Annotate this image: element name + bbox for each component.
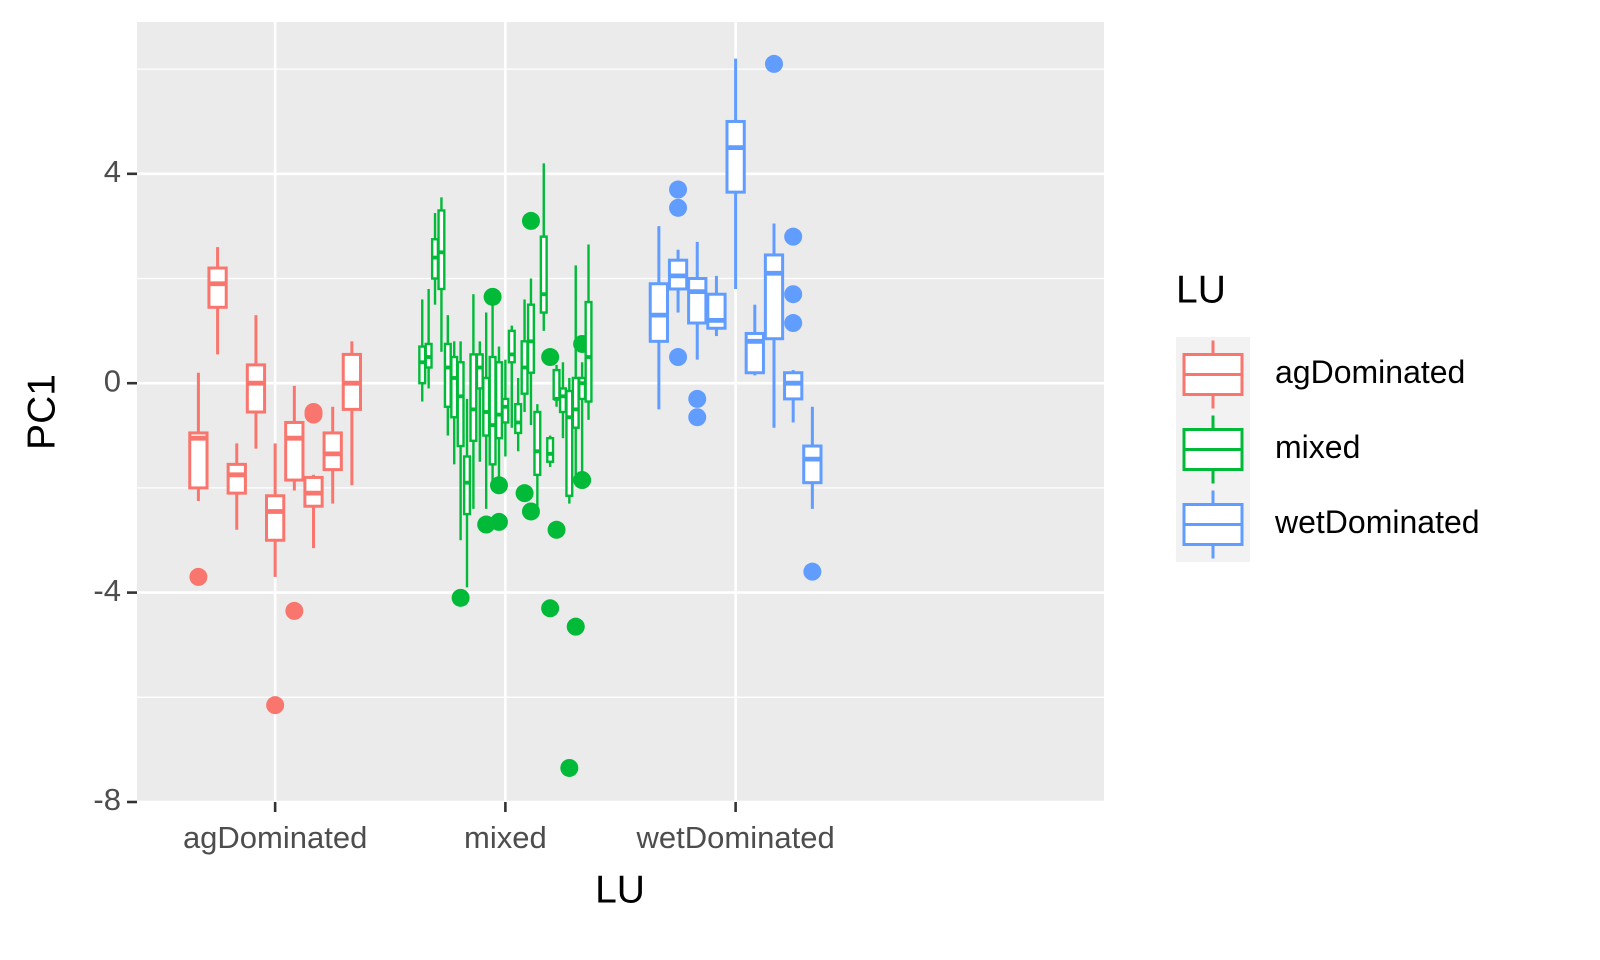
box (565, 389, 574, 497)
panel-background (137, 22, 1104, 802)
box (507, 329, 516, 364)
box (578, 376, 587, 401)
box (443, 342, 452, 408)
outlier (521, 211, 540, 230)
box (706, 292, 727, 330)
legend-title: LU (1176, 268, 1226, 311)
box (501, 397, 510, 424)
outlier (573, 471, 592, 490)
outlier (483, 287, 502, 306)
outlier (688, 408, 707, 427)
outlier (803, 562, 822, 581)
box (456, 361, 465, 448)
y-tick-label: 4 (104, 154, 121, 189)
box (245, 363, 267, 414)
box (763, 253, 785, 341)
outlier (189, 567, 208, 586)
outlier (566, 617, 585, 636)
legend-label: wetDominated (1274, 504, 1480, 540)
box (284, 420, 305, 482)
outlier (266, 696, 285, 715)
box (207, 266, 228, 309)
box (265, 494, 286, 542)
box (418, 345, 427, 385)
box (802, 444, 823, 485)
box (687, 277, 708, 325)
box (226, 462, 247, 495)
y-axis-title: PC1 (20, 374, 63, 450)
box (552, 368, 561, 401)
box (648, 282, 670, 343)
box (322, 431, 343, 472)
box (437, 209, 446, 291)
outlier (669, 198, 688, 217)
y-tick-label: -8 (93, 782, 121, 817)
box (494, 361, 504, 440)
box (546, 436, 555, 463)
outlier (521, 502, 540, 521)
box (475, 353, 484, 390)
outlier (489, 512, 508, 531)
outlier (541, 348, 560, 367)
box (482, 376, 491, 437)
outlier (515, 484, 534, 503)
outlier (304, 405, 323, 424)
legend-label: mixed (1275, 429, 1360, 465)
outlier (784, 285, 803, 304)
outlier (784, 314, 803, 333)
box (469, 353, 478, 442)
box (188, 431, 209, 490)
outlier (451, 588, 470, 607)
outlier (784, 227, 803, 246)
outlier (489, 476, 508, 495)
box (450, 355, 459, 419)
outlier (669, 180, 688, 199)
box (526, 303, 536, 374)
box (783, 371, 804, 401)
plot-marks (188, 54, 823, 777)
outlier (688, 389, 707, 408)
x-axis-title: LU (595, 868, 645, 911)
box (725, 119, 746, 194)
box (539, 235, 548, 314)
legend: agDominated mixed wetDominated (1176, 337, 1480, 562)
box (488, 355, 497, 466)
outlier (669, 348, 688, 367)
outlier (285, 601, 304, 620)
box (462, 455, 472, 516)
outlier (547, 520, 566, 539)
box (584, 300, 593, 403)
x-tick-label: agDominated (183, 820, 367, 855)
box (533, 410, 542, 477)
outlier (541, 599, 560, 618)
legend-label: agDominated (1275, 354, 1465, 390)
x-tick-label: wetDominated (636, 820, 835, 855)
box (571, 376, 580, 429)
x-tick-label: mixed (464, 820, 547, 855)
box (514, 402, 523, 435)
outlier (560, 758, 579, 777)
y-tick-label: -4 (93, 573, 121, 608)
outlier (764, 54, 783, 73)
axes: -8 -4 0 4 agDominated mixed wetDominated (93, 154, 834, 855)
y-tick-label: 0 (104, 363, 121, 398)
box (558, 387, 568, 414)
